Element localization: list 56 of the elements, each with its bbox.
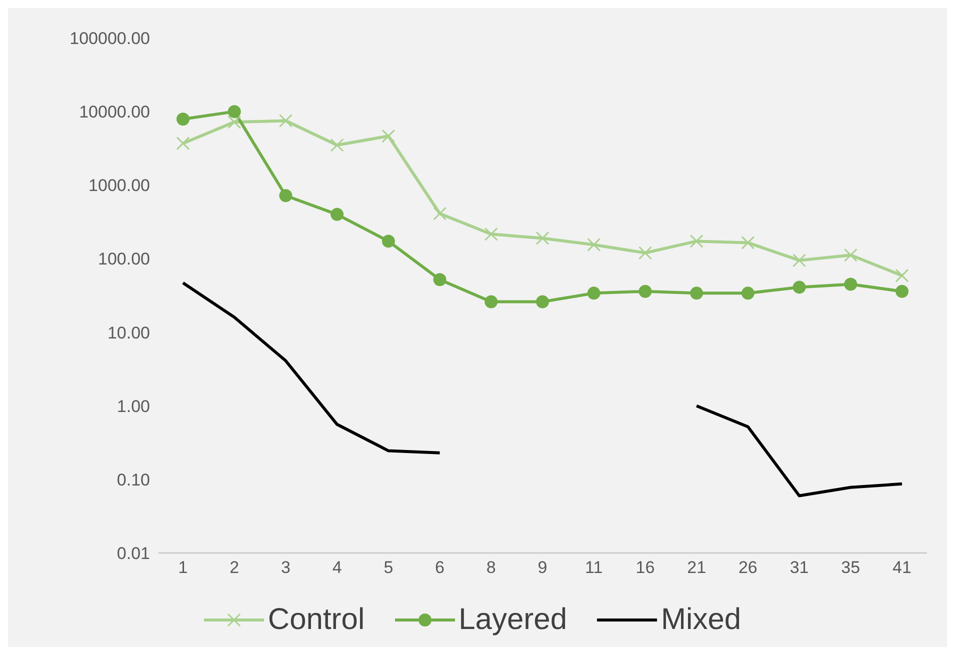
point [484, 295, 498, 308]
x-tick-label: 16 [636, 558, 655, 578]
point [792, 254, 806, 268]
point [278, 114, 292, 128]
x-tick-label: 21 [687, 558, 706, 578]
point [587, 238, 601, 252]
point [638, 246, 652, 260]
x-tick-label: 11 [585, 558, 603, 578]
x-tick-label: 3 [280, 558, 290, 578]
point [433, 273, 446, 286]
y-tick-label: 100.00 [98, 250, 150, 269]
x-tick-label: 1 [178, 558, 188, 578]
point [741, 286, 754, 300]
point [433, 206, 447, 220]
point [792, 280, 806, 294]
point [690, 234, 704, 248]
x-tick-label: 9 [538, 558, 548, 578]
point [382, 234, 395, 248]
x-tick-label: 8 [486, 558, 496, 578]
x-tick-label: 41 [892, 558, 912, 578]
point [228, 115, 242, 129]
y-tick-label: 1000.00 [88, 176, 150, 196]
point [895, 268, 909, 282]
point [536, 231, 550, 245]
y-tick-label: 1.00 [116, 396, 150, 416]
x-tick-label: 4 [332, 558, 342, 578]
point [741, 236, 755, 250]
y-tick-label: 10.00 [107, 323, 150, 342]
y-tick-label: 0.10 [116, 470, 150, 490]
point [587, 286, 600, 300]
point [896, 284, 908, 298]
x-tick-label: 35 [841, 558, 860, 578]
point [330, 138, 344, 152]
point [382, 129, 396, 143]
legend-label: Mixed [661, 603, 742, 637]
x-tick-label: 6 [435, 558, 445, 578]
point [844, 278, 858, 291]
legend-label: Layered [458, 603, 568, 637]
point [690, 286, 704, 300]
x-tick-label: 31 [790, 558, 809, 578]
point [330, 208, 344, 221]
x-tick-label: 26 [738, 558, 758, 578]
y-tick-label: 100000.00 [70, 29, 150, 48]
y-tick-label: 10000.00 [79, 102, 150, 122]
point [279, 189, 292, 202]
y-tick-label: 0.01 [116, 544, 150, 564]
point [176, 112, 190, 126]
x-tick-label: 2 [230, 558, 240, 578]
point [176, 136, 190, 150]
x-tick-label: 5 [384, 558, 394, 578]
point [844, 248, 858, 262]
point [484, 227, 498, 241]
point [536, 295, 549, 308]
point [228, 105, 241, 118]
point [638, 284, 652, 298]
legend-label: Control [268, 603, 365, 637]
